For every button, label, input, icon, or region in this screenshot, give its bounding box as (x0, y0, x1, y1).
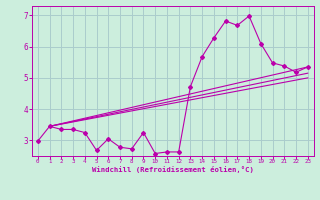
X-axis label: Windchill (Refroidissement éolien,°C): Windchill (Refroidissement éolien,°C) (92, 166, 254, 173)
